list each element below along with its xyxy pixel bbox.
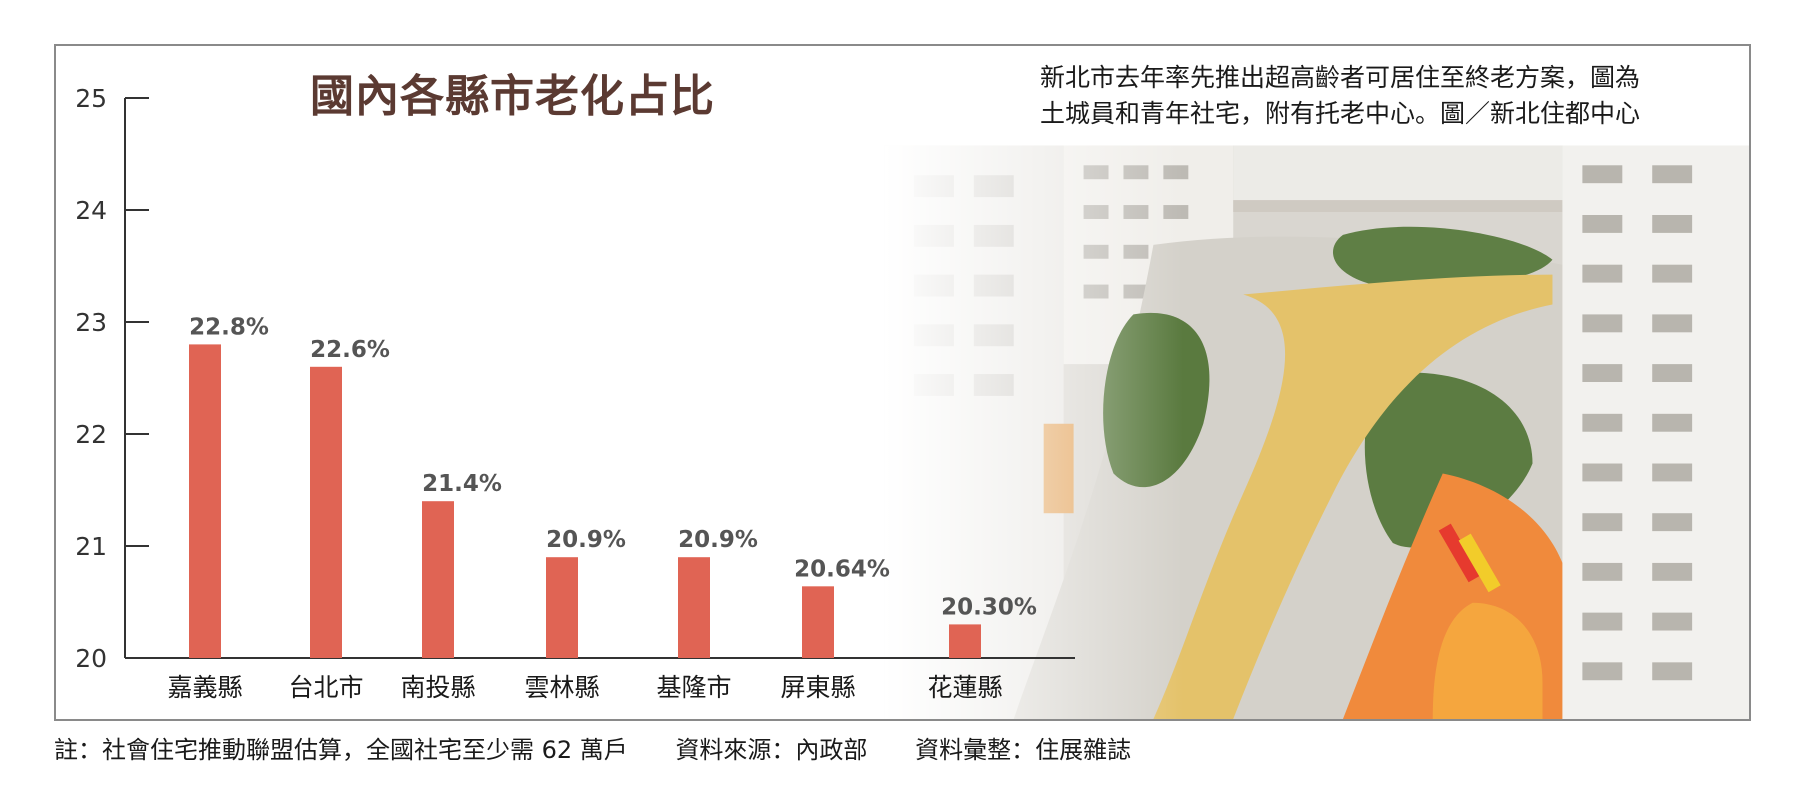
data-label: 21.4% bbox=[422, 471, 502, 497]
x-tick-label: 雲林縣 bbox=[524, 673, 599, 702]
y-tick-label: 24 bbox=[75, 196, 107, 225]
bar bbox=[949, 624, 981, 658]
data-label: 20.30% bbox=[941, 594, 1037, 620]
data-label: 20.9% bbox=[678, 527, 758, 553]
bar bbox=[310, 366, 342, 658]
data-label: 22.8% bbox=[189, 314, 269, 340]
photo-caption-line-1: 新北市去年率先推出超高齡者可居住至終老方案，圖為 bbox=[1040, 63, 1641, 92]
social-housing-courtyard-photo bbox=[884, 46, 1749, 719]
footnote-source: 資料來源：內政部 bbox=[675, 736, 868, 764]
footnote-compiled: 資料彙整：住展雜誌 bbox=[915, 736, 1132, 764]
data-label: 20.64% bbox=[794, 556, 890, 582]
y-tick-label: 25 bbox=[75, 84, 107, 113]
x-tick-label: 屏東縣 bbox=[780, 673, 855, 702]
bar bbox=[678, 557, 710, 658]
data-label: 22.6% bbox=[310, 337, 390, 363]
bar bbox=[189, 344, 221, 658]
x-tick-label: 嘉義縣 bbox=[167, 673, 242, 702]
x-tick-label: 花蓮縣 bbox=[927, 673, 1002, 702]
x-tick-label: 基隆市 bbox=[656, 673, 731, 702]
photo-caption-line-2: 土城員和青年社宅，附有托老中心。圖／新北住都中心 bbox=[1040, 99, 1641, 128]
y-tick-label: 23 bbox=[75, 308, 107, 337]
y-tick-label: 21 bbox=[75, 532, 107, 561]
photo-caption: 新北市去年率先推出超高齡者可居住至終老方案，圖為 土城員和青年社宅，附有托老中心… bbox=[1040, 60, 1740, 132]
x-tick-label: 台北市 bbox=[288, 673, 363, 702]
bar bbox=[802, 586, 834, 658]
footnote-note: 註：社會住宅推動聯盟估算，全國社宅至少需 62 萬戶 bbox=[54, 736, 628, 764]
bar bbox=[546, 557, 578, 658]
y-tick-label: 20 bbox=[75, 644, 107, 673]
y-tick-label: 22 bbox=[75, 420, 107, 449]
data-label: 20.9% bbox=[546, 527, 626, 553]
bar bbox=[422, 501, 454, 658]
footnote: 註：社會住宅推動聯盟估算，全國社宅至少需 62 萬戶 資料來源：內政部 資料彙整… bbox=[54, 730, 1171, 765]
figure-frame bbox=[54, 44, 1751, 721]
chart-title: 國內各縣市老化占比 bbox=[310, 71, 715, 122]
x-tick-label: 南投縣 bbox=[400, 673, 475, 702]
